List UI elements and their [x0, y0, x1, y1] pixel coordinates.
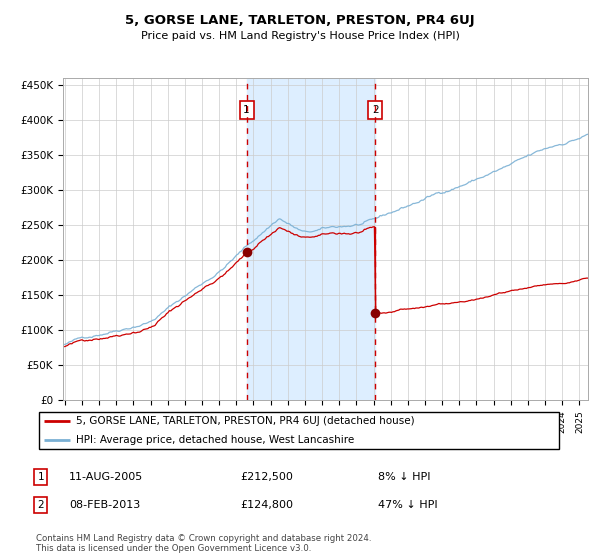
Text: 5, GORSE LANE, TARLETON, PRESTON, PR4 6UJ (detached house): 5, GORSE LANE, TARLETON, PRESTON, PR4 6U… [76, 417, 414, 426]
Text: 5, GORSE LANE, TARLETON, PRESTON, PR4 6UJ: 5, GORSE LANE, TARLETON, PRESTON, PR4 6U… [125, 14, 475, 27]
Text: 08-FEB-2013: 08-FEB-2013 [69, 500, 140, 510]
Text: £124,800: £124,800 [240, 500, 293, 510]
Text: 11-AUG-2005: 11-AUG-2005 [69, 472, 143, 482]
Text: 47% ↓ HPI: 47% ↓ HPI [378, 500, 437, 510]
Text: £212,500: £212,500 [240, 472, 293, 482]
Text: Contains HM Land Registry data © Crown copyright and database right 2024.
This d: Contains HM Land Registry data © Crown c… [36, 534, 371, 553]
Text: 8% ↓ HPI: 8% ↓ HPI [378, 472, 431, 482]
Text: 2: 2 [372, 105, 379, 115]
Text: 1: 1 [37, 472, 44, 482]
Text: 1: 1 [243, 105, 250, 115]
Text: Price paid vs. HM Land Registry's House Price Index (HPI): Price paid vs. HM Land Registry's House … [140, 31, 460, 41]
FancyBboxPatch shape [38, 413, 559, 449]
Text: HPI: Average price, detached house, West Lancashire: HPI: Average price, detached house, West… [76, 435, 354, 445]
Bar [247, 78, 375, 400]
Text: 2: 2 [37, 500, 44, 510]
